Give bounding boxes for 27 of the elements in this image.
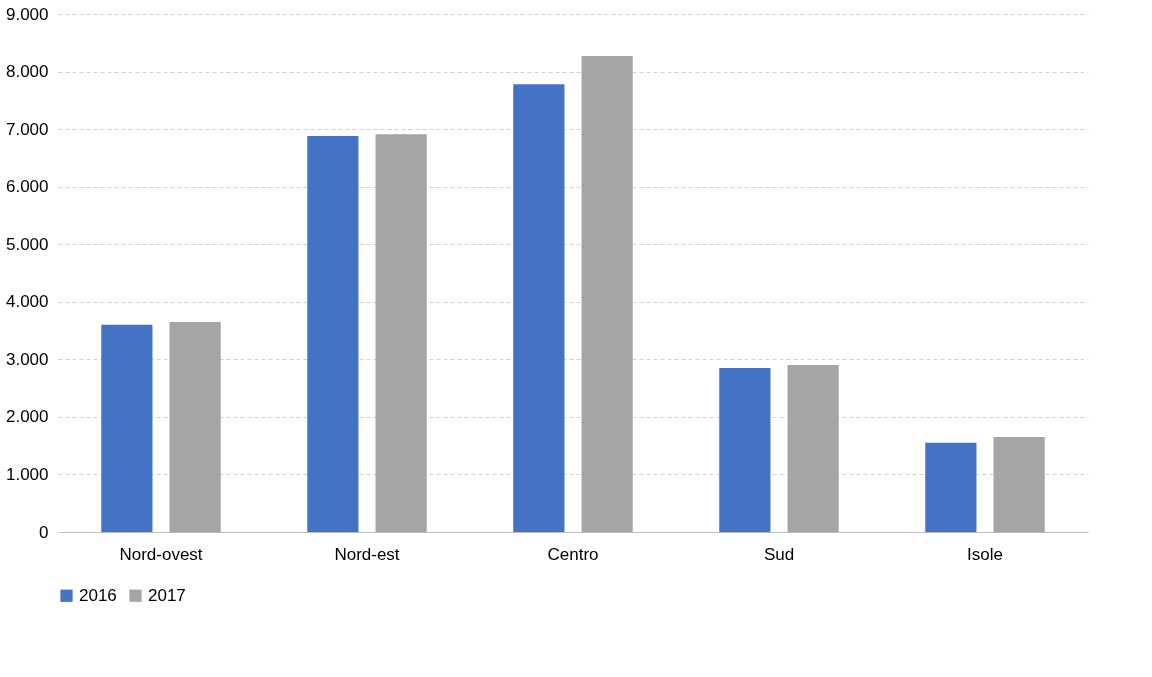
y-tick-label: 5.000: [5, 234, 49, 254]
bar: [375, 134, 427, 532]
bar: [581, 56, 633, 532]
x-tick-label: Sud: [763, 544, 795, 564]
y-tick-label: 7.000: [5, 119, 49, 139]
y-tick-label: 1.000: [5, 464, 49, 484]
bar: [719, 367, 771, 532]
x-tick-label: Nord-ovest: [119, 544, 203, 564]
bar: [925, 442, 977, 532]
y-tick-label: 6.000: [5, 177, 49, 197]
x-tick-label: Nord-est: [334, 544, 400, 564]
bar: [787, 365, 839, 532]
y-tick-label: 4.000: [5, 292, 49, 312]
y-tick-label: 0: [39, 522, 49, 542]
legend-label: 2016: [79, 585, 117, 605]
bar: [169, 321, 221, 532]
x-tick-label: Isole: [967, 544, 1003, 564]
x-tick-label: Centro: [547, 544, 599, 564]
y-tick-label: 8.000: [5, 62, 49, 82]
bar: [101, 324, 153, 532]
bar: [307, 136, 359, 532]
y-tick-label: 9.000: [5, 4, 49, 24]
bar: [513, 84, 565, 532]
bar: [993, 437, 1045, 532]
y-tick-label: 2.000: [5, 407, 49, 427]
legend-label: 2017: [148, 585, 186, 605]
y-tick-label: 3.000: [5, 349, 49, 369]
